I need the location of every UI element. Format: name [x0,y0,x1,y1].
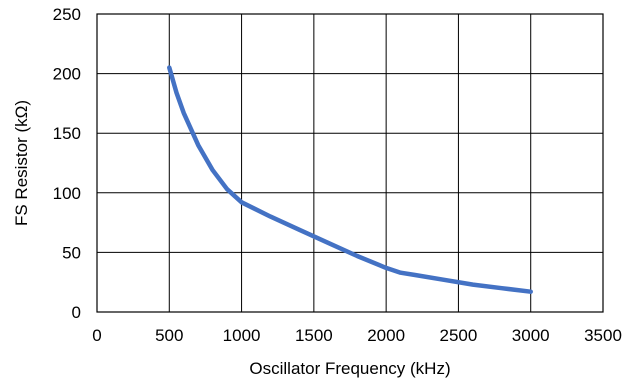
x-tick-label: 1500 [295,326,333,345]
y-tick-label: 200 [53,65,81,84]
x-tick-label: 1000 [223,326,261,345]
y-tick-labels: 0 50 100 150 200 250 [53,5,81,322]
series-layer [167,65,533,294]
x-tick-label: 2500 [440,326,478,345]
y-tick-label: 150 [53,124,81,143]
x-tick-label: 3000 [512,326,550,345]
x-axis-title: Oscillator Frequency (kHz) [249,359,450,378]
plot-area [96,13,604,313]
series-line [167,65,533,294]
y-tick-label: 0 [72,303,81,322]
y-axis-title: FS Resistor (kΩ) [12,100,31,226]
x-tick-label: 500 [155,326,183,345]
y-tick-label: 100 [53,184,81,203]
x-tick-labels: 0 500 1000 1500 2000 2500 3000 3500 [92,326,622,345]
x-tick-label: 3500 [584,326,622,345]
x-tick-label: 0 [92,326,101,345]
y-tick-label: 250 [53,5,81,24]
grid [96,13,604,313]
x-tick-label: 2000 [367,326,405,345]
y-tick-label: 50 [62,243,81,262]
